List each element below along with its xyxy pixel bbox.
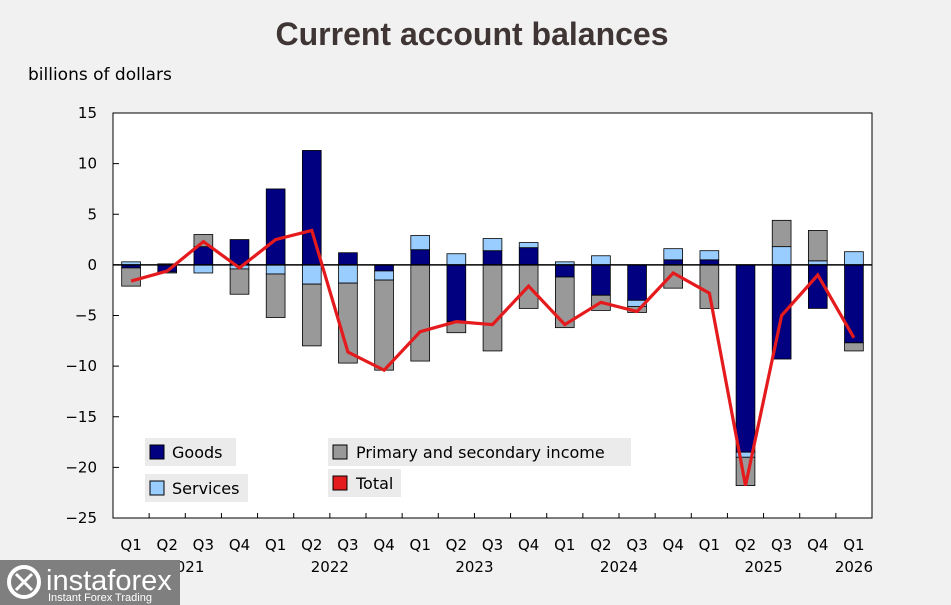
bar-primary-and-secondary-income-3 bbox=[229, 268, 250, 295]
bar-goods-12 bbox=[554, 264, 575, 278]
bar-primary-and-secondary-income-12 bbox=[554, 276, 575, 329]
bar-goods-7 bbox=[374, 264, 394, 272]
bar-services-10 bbox=[482, 238, 503, 252]
x-tick-label-14: Q3 bbox=[626, 536, 647, 554]
y-tick-label-5: −10 bbox=[65, 357, 97, 375]
watermark-brand: instaforex bbox=[46, 565, 172, 597]
bar-services-4 bbox=[265, 264, 286, 275]
year-label-2025: 2025 bbox=[744, 558, 782, 576]
x-tick-label-17: Q2 bbox=[735, 536, 756, 554]
y-tick-label-7: −20 bbox=[65, 458, 97, 476]
year-label-2022: 2022 bbox=[311, 558, 349, 576]
watermark-logo-mark bbox=[14, 572, 34, 592]
x-tick-label-16: Q1 bbox=[699, 536, 720, 554]
bar-primary-and-secondary-income-5 bbox=[301, 283, 322, 347]
legend-swatch-income bbox=[332, 444, 348, 460]
bar-primary-and-secondary-income-0 bbox=[121, 267, 141, 287]
x-tick-label-3: Q4 bbox=[229, 536, 250, 554]
bar-services-8 bbox=[410, 235, 431, 251]
bar-services-15 bbox=[663, 248, 684, 261]
bar-goods-8 bbox=[410, 249, 431, 266]
bar-primary-and-secondary-income-19 bbox=[807, 230, 828, 262]
legend-label-total: Total bbox=[355, 474, 393, 493]
bar-primary-and-secondary-income-7 bbox=[374, 279, 394, 371]
y-tick-label-1: 10 bbox=[78, 155, 97, 173]
bar-primary-and-secondary-income-16 bbox=[699, 264, 720, 309]
x-tick-label-13: Q2 bbox=[590, 536, 611, 554]
x-tick-label-20: Q1 bbox=[843, 536, 864, 554]
bar-services-13 bbox=[591, 255, 611, 266]
legend-label-goods: Goods bbox=[172, 443, 222, 462]
bar-primary-and-secondary-income-10 bbox=[482, 264, 503, 352]
x-tick-label-0: Q1 bbox=[120, 536, 141, 554]
legend-swatch-total bbox=[332, 475, 348, 491]
bar-goods-6 bbox=[338, 252, 358, 266]
x-tick-label-7: Q4 bbox=[373, 536, 394, 554]
bar-services-5 bbox=[301, 264, 322, 285]
y-axis-unit-label: billions of dollars bbox=[28, 65, 172, 85]
legend-bg-income bbox=[328, 438, 631, 466]
x-tick-label-12: Q1 bbox=[554, 536, 575, 554]
x-tick-label-2: Q3 bbox=[193, 536, 214, 554]
x-tick-label-4: Q1 bbox=[265, 536, 286, 554]
bar-goods-9 bbox=[446, 264, 467, 322]
bar-primary-and-secondary-income-8 bbox=[410, 264, 431, 362]
x-tick-label-9: Q2 bbox=[446, 536, 467, 554]
x-tick-label-6: Q3 bbox=[337, 536, 358, 554]
bar-services-11 bbox=[518, 242, 539, 249]
y-tick-label-3: 0 bbox=[87, 256, 97, 274]
legend-swatch-goods bbox=[149, 444, 165, 460]
watermark: instaforex Instant Forex Trading bbox=[0, 560, 180, 605]
bar-services-2 bbox=[193, 264, 214, 274]
bar-goods-20 bbox=[844, 264, 864, 344]
y-tick-label-4: −5 bbox=[75, 307, 97, 325]
total-line bbox=[130, 228, 856, 486]
bar-services-6 bbox=[338, 264, 358, 284]
legend-label-services: Services bbox=[172, 479, 239, 498]
watermark-tagline: Instant Forex Trading bbox=[48, 592, 152, 604]
watermark-logo-icon bbox=[7, 565, 41, 599]
legend: Goods Services Primary and secondary inc… bbox=[145, 438, 631, 502]
bar-services-20 bbox=[844, 251, 864, 266]
year-label-2024: 2024 bbox=[600, 558, 638, 576]
x-tick-label-8: Q1 bbox=[410, 536, 431, 554]
bar-goods-10 bbox=[482, 250, 503, 266]
year-label-2026: 2026 bbox=[835, 558, 873, 576]
x-tick-label-11: Q4 bbox=[518, 536, 539, 554]
year-label-2023: 2023 bbox=[455, 558, 493, 576]
bar-services-16 bbox=[699, 250, 720, 261]
bar-goods-13 bbox=[591, 264, 611, 296]
legend-label-income: Primary and secondary income bbox=[356, 443, 605, 462]
y-tick-label-0: 15 bbox=[78, 104, 97, 122]
y-tick-label-2: 5 bbox=[87, 205, 97, 223]
y-tick-label-8: −25 bbox=[65, 509, 97, 527]
bar-goods-14 bbox=[627, 264, 647, 301]
x-tick-label-10: Q3 bbox=[482, 536, 503, 554]
bar-services-9 bbox=[446, 253, 467, 266]
bar-services-18 bbox=[771, 246, 792, 266]
bar-goods-2 bbox=[193, 246, 214, 266]
y-tick-label-6: −15 bbox=[65, 408, 97, 426]
x-tick-label-1: Q2 bbox=[157, 536, 178, 554]
bar-services-7 bbox=[374, 270, 394, 281]
x-tick-label-15: Q4 bbox=[663, 536, 684, 554]
bar-goods-4 bbox=[265, 188, 286, 266]
x-tick-label-18: Q3 bbox=[771, 536, 792, 554]
legend-swatch-services bbox=[149, 480, 165, 496]
bar-primary-and-secondary-income-4 bbox=[265, 273, 286, 318]
bar-goods-11 bbox=[518, 247, 539, 266]
x-tick-label-19: Q4 bbox=[807, 536, 828, 554]
bar-goods-16 bbox=[699, 259, 720, 266]
bar-goods-15 bbox=[663, 259, 684, 266]
y-axis: 15 10 5 0 −5 −10 −15 −20 −25 bbox=[65, 104, 119, 527]
bar-goods-17 bbox=[735, 264, 756, 453]
x-tick-label-5: Q2 bbox=[301, 536, 322, 554]
chart-title: Current account balances bbox=[276, 16, 669, 52]
bar-primary-and-secondary-income-18 bbox=[771, 219, 792, 248]
bar-primary-and-secondary-income-20 bbox=[844, 342, 864, 352]
total-line-layer bbox=[130, 228, 856, 486]
